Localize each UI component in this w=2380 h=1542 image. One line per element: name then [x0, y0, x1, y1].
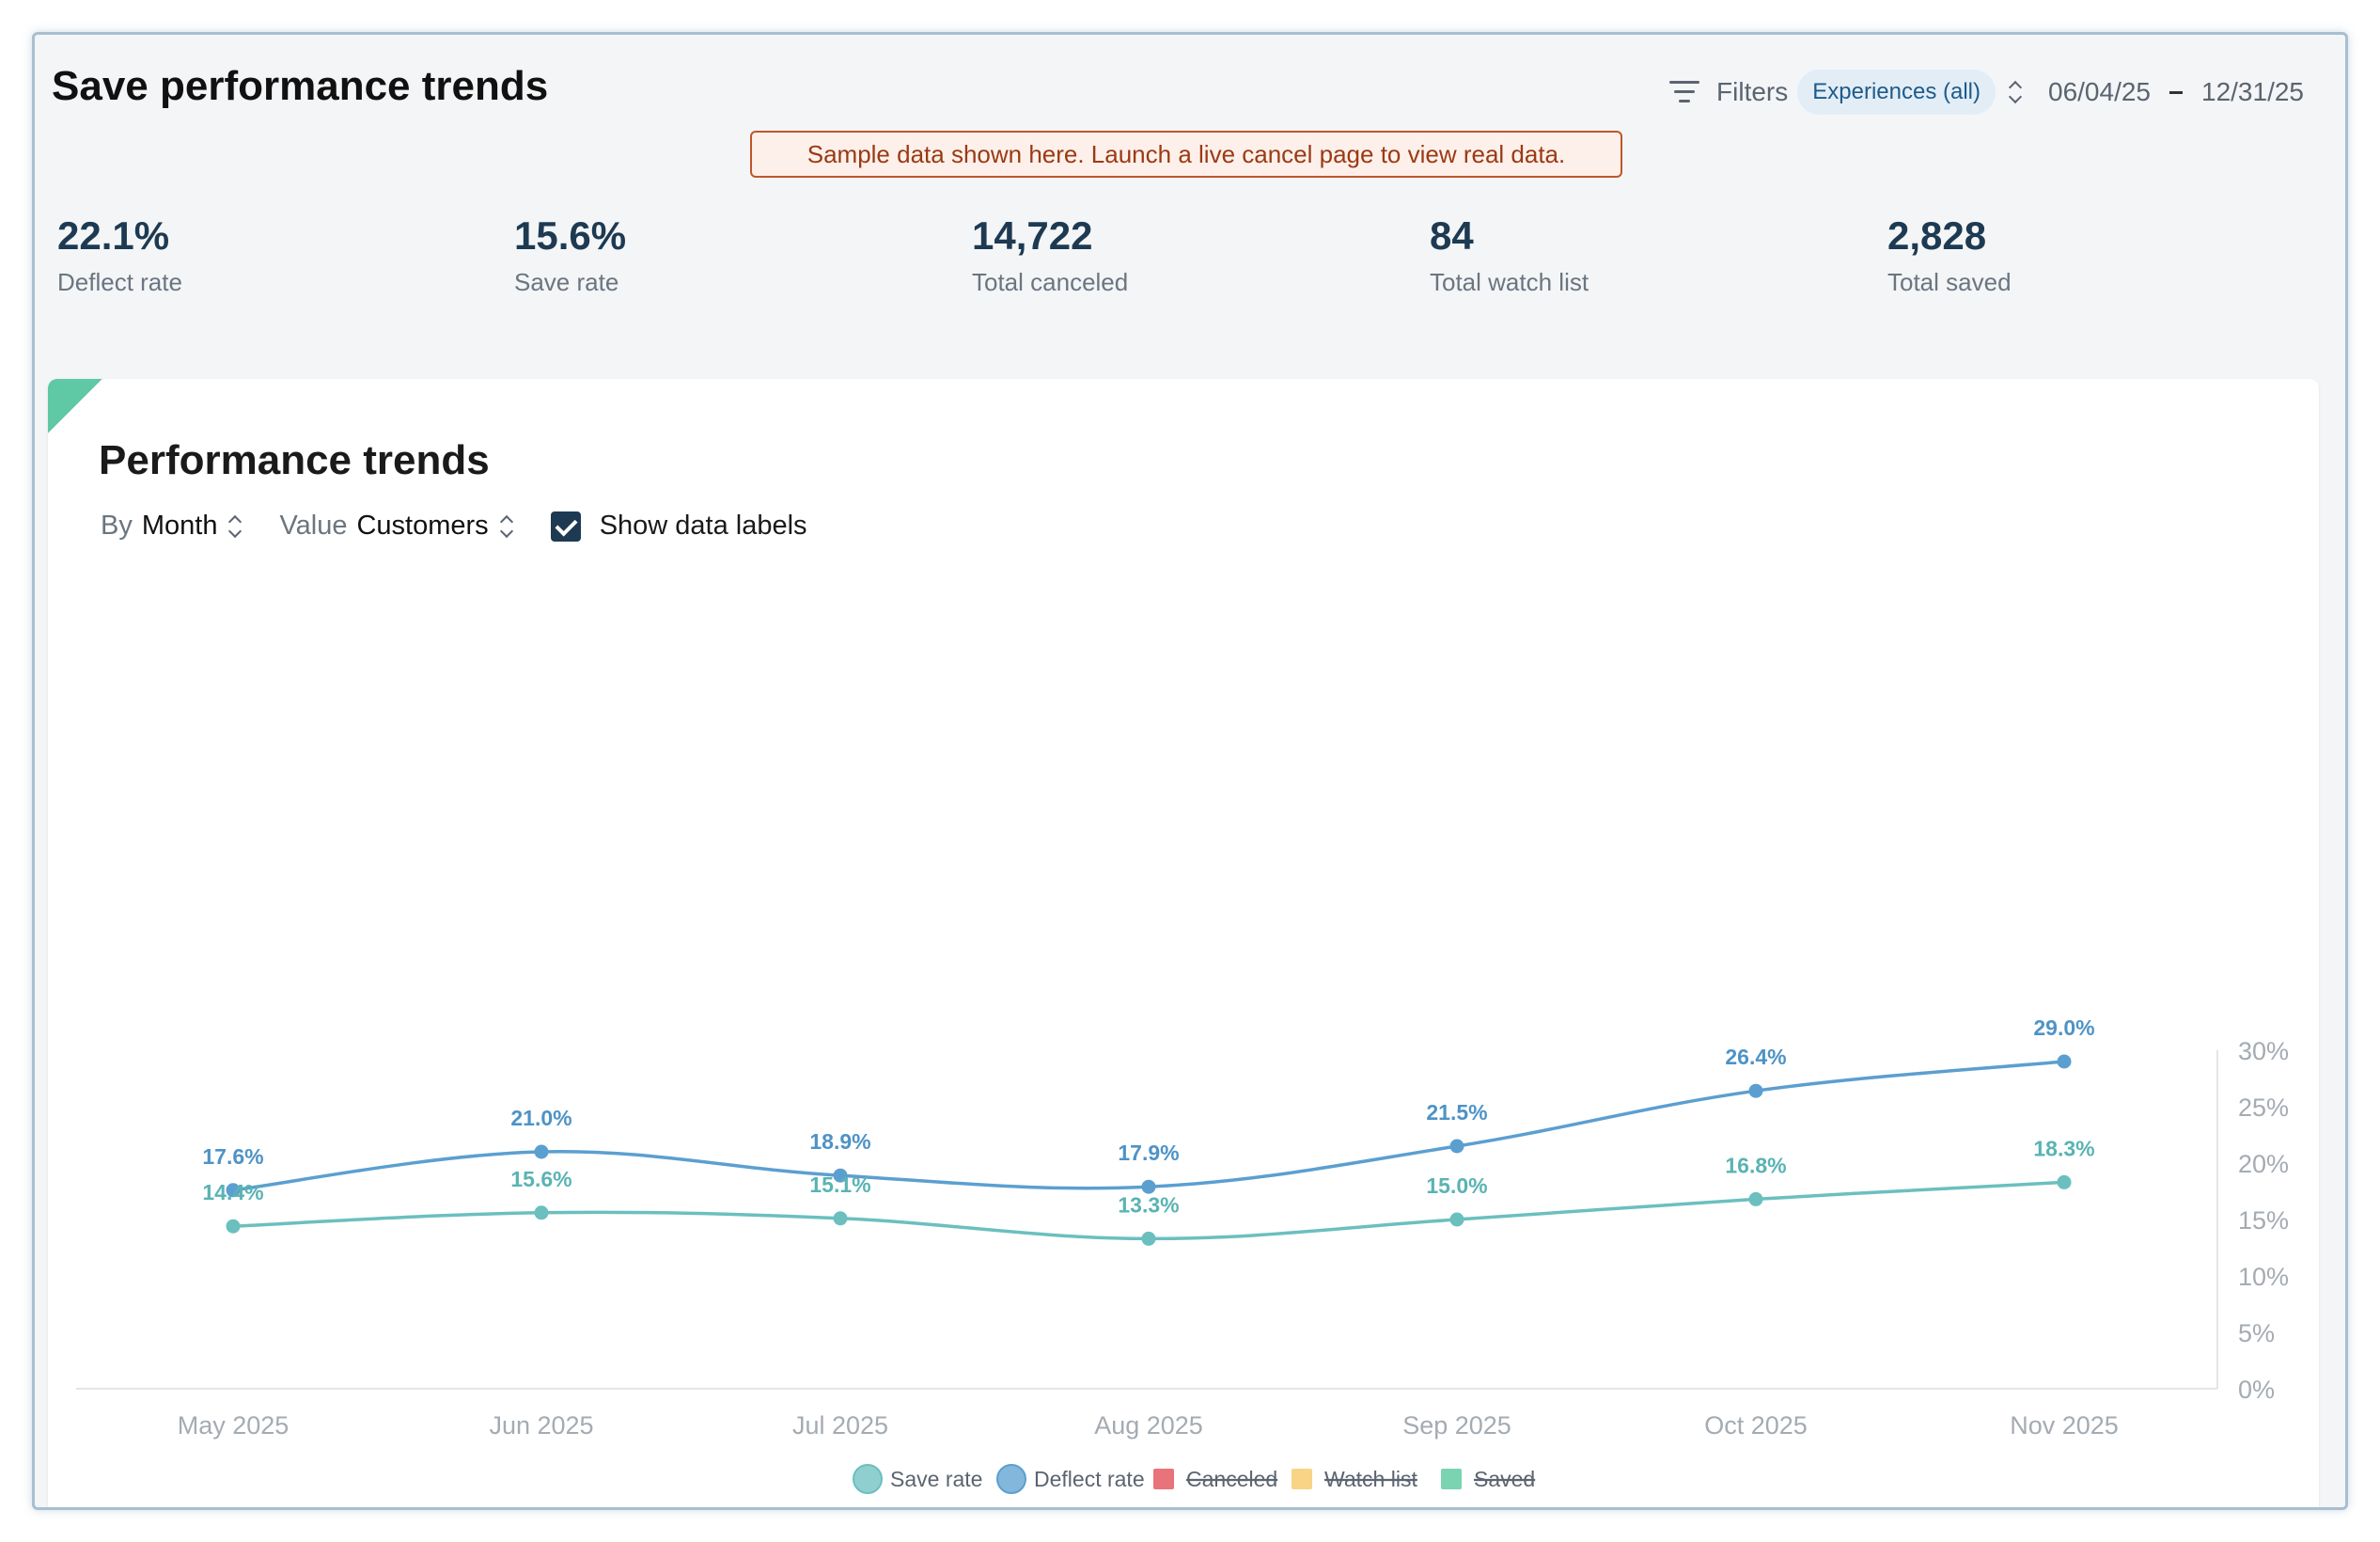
- stat-label: Save rate: [514, 268, 619, 296]
- by-label: By: [101, 511, 133, 541]
- y-tick-label: 10%: [2238, 1263, 2289, 1291]
- deflect-rate-data-label: 26.4%: [1725, 1045, 1786, 1069]
- deflect-rate-point: [2057, 1054, 2072, 1069]
- deflect-rate-point: [534, 1144, 549, 1159]
- stat-value: 15.6%: [514, 213, 627, 258]
- x-tick-label: Sep 2025: [1402, 1411, 1511, 1440]
- save-rate-point: [1449, 1212, 1464, 1227]
- filters-label[interactable]: Filters: [1716, 77, 1789, 106]
- x-tick-label: Jul 2025: [792, 1411, 888, 1440]
- save-rate-point: [2057, 1174, 2072, 1189]
- deflect-rate-data-label: 17.9%: [1118, 1141, 1179, 1165]
- date-range-separator: [2169, 90, 2183, 94]
- legend-save-rate-marker: [853, 1464, 883, 1494]
- filter-icon[interactable]: [1669, 81, 1700, 103]
- stat-label: Total saved: [1887, 268, 2012, 296]
- save-rate-point: [1141, 1231, 1156, 1246]
- save-rate-data-label: 15.1%: [809, 1172, 870, 1197]
- deflect-rate-point: [1748, 1083, 1763, 1098]
- legend-saved-marker: [1441, 1469, 1462, 1489]
- performance-line-chart: 0% 5% 10% 15% 20% 25% 30% May 2025 Jun 2025 Jul 2…: [76, 1015, 2289, 1494]
- legend-deflect-rate-label[interactable]: Deflect rate: [1034, 1467, 1145, 1491]
- x-tick-label: Jun 2025: [489, 1411, 593, 1440]
- legend-watch-list-label[interactable]: Watch list: [1324, 1467, 1417, 1491]
- y-tick-label: 30%: [2238, 1037, 2289, 1065]
- stat-total-watch-list: 84 Total watch list: [1430, 213, 1589, 297]
- chevron-updown-icon[interactable]: [2009, 80, 2022, 104]
- x-tick-label: Oct 2025: [1704, 1411, 1808, 1440]
- save-rate-data-label: 15.6%: [510, 1167, 572, 1191]
- save-rate-data-label: 18.3%: [2033, 1136, 2094, 1160]
- date-start[interactable]: 06/04/25: [2048, 77, 2151, 106]
- save-rate-point: [1748, 1191, 1763, 1206]
- stat-label: Total canceled: [972, 268, 1129, 296]
- legend-saved-label[interactable]: Saved: [1474, 1467, 1535, 1491]
- save-rate-data-label: 15.0%: [1426, 1173, 1487, 1198]
- deflect-rate-data-label: 17.6%: [202, 1144, 263, 1169]
- save-rate-point: [534, 1205, 549, 1220]
- legend-canceled-marker: [1153, 1469, 1174, 1489]
- y-tick-label: 15%: [2238, 1206, 2289, 1235]
- deflect-rate-point: [1449, 1139, 1464, 1154]
- deflect-rate-data-label: 18.9%: [809, 1129, 870, 1154]
- deflect-rate-data-label: 21.0%: [510, 1106, 572, 1130]
- filter-bar: Filters Experiences (all) 06/04/25 12/31…: [1669, 67, 2304, 118]
- deflect-rate-data-label: 21.5%: [1426, 1100, 1487, 1125]
- legend-save-rate-label[interactable]: Save rate: [890, 1467, 982, 1491]
- y-tick-label: 5%: [2238, 1319, 2275, 1347]
- deflect-rate-point: [833, 1168, 848, 1183]
- stat-save-rate: 15.6% Save rate: [514, 213, 626, 297]
- save-rate-data-label: 14.4%: [202, 1180, 263, 1204]
- stat-value: 2,828: [1887, 213, 1987, 258]
- stat-label: Total watch list: [1430, 268, 1589, 296]
- legend-canceled-label[interactable]: Canceled: [1186, 1467, 1277, 1491]
- page-title: Save performance trends: [52, 63, 549, 109]
- card-title: Performance trends: [99, 437, 490, 483]
- deflect-rate-line: [232, 1060, 2065, 1192]
- deflect-rate-data-label: 29.0%: [2033, 1015, 2094, 1040]
- x-tick-label: Nov 2025: [2010, 1411, 2119, 1440]
- show-data-labels-label[interactable]: Show data labels: [599, 511, 807, 541]
- stat-value: 84: [1430, 213, 1474, 258]
- y-tick-label: 20%: [2238, 1150, 2289, 1178]
- value-select[interactable]: Customers: [356, 511, 489, 541]
- stat-total-canceled: 14,722 Total canceled: [972, 213, 1128, 297]
- x-tick-label: May 2025: [178, 1411, 290, 1440]
- stat-total-saved: 2,828 Total saved: [1887, 213, 2012, 297]
- save-rate-point: [833, 1211, 848, 1226]
- legend-deflect-rate-marker: [996, 1464, 1026, 1494]
- stat-value: 22.1%: [57, 213, 170, 258]
- stat-label: Deflect rate: [57, 268, 182, 296]
- show-data-labels-checkbox[interactable]: [550, 511, 581, 542]
- y-tick-label: 0%: [2238, 1376, 2275, 1404]
- save-rate-point: [226, 1219, 241, 1234]
- y-tick-label: 25%: [2238, 1094, 2289, 1122]
- sample-data-banner: Sample data shown here. Launch a live ca…: [750, 131, 1622, 178]
- deflect-rate-point: [226, 1183, 241, 1198]
- stat-value: 14,722: [972, 213, 1093, 258]
- performance-trends-card: Performance trends By Month Value Custom…: [48, 379, 2319, 1507]
- experience-filter-chip[interactable]: Experiences (all): [1797, 70, 1996, 115]
- card-corner-accent: [48, 379, 102, 433]
- legend-watch-list-marker: [1292, 1469, 1312, 1489]
- chart-controls: By Month Value Customers Show data label…: [101, 511, 807, 542]
- save-rate-data-label: 13.3%: [1118, 1192, 1179, 1217]
- by-select[interactable]: Month: [141, 511, 218, 541]
- value-label: Value: [279, 511, 348, 541]
- stat-deflect-rate: 22.1% Deflect rate: [57, 213, 182, 297]
- save-rate-data-label: 16.8%: [1725, 1153, 1786, 1177]
- app-window: Save performance trends Filters Experien…: [32, 32, 2348, 1510]
- x-tick-label: Aug 2025: [1094, 1411, 1203, 1440]
- date-end[interactable]: 12/31/25: [2201, 77, 2304, 106]
- deflect-rate-point: [1141, 1179, 1156, 1194]
